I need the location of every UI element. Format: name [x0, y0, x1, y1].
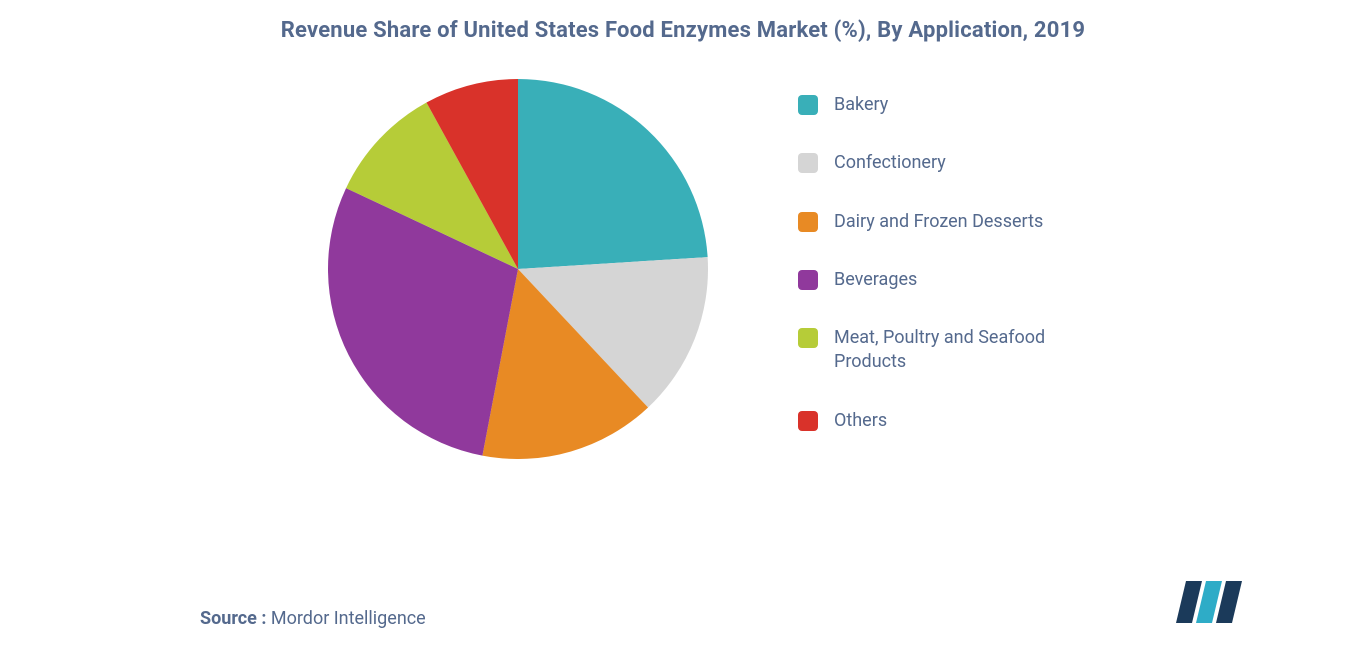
chart-title: Revenue Share of United States Food Enzy… [70, 18, 1296, 43]
chart-area: Bakery Confectionery Dairy and Frozen Dess… [70, 79, 1296, 581]
legend-swatch [798, 212, 818, 232]
legend-swatch [798, 328, 818, 348]
legend-label: Others [834, 409, 887, 433]
footer: Source : Mordor Intelligence [70, 581, 1296, 635]
brand-logo-svg [1176, 581, 1246, 623]
legend-swatch [798, 95, 818, 115]
legend-label: Dairy and Frozen Desserts [834, 210, 1043, 234]
legend-label: Confectionery [834, 151, 946, 175]
pie-svg [328, 79, 708, 459]
chart-container: Revenue Share of United States Food Enzy… [0, 0, 1366, 655]
legend-label: Bakery [834, 93, 888, 117]
legend-swatch [798, 153, 818, 173]
legend-item: Meat, Poultry and Seafood Products [798, 326, 1098, 375]
legend-label: Meat, Poultry and Seafood Products [834, 326, 1098, 375]
legend-item: Bakery [798, 93, 1098, 117]
legend-item: Dairy and Frozen Desserts [798, 210, 1098, 234]
legend-swatch [798, 270, 818, 290]
source-prefix: Source : [200, 608, 271, 629]
legend-item: Beverages [798, 268, 1098, 292]
source-line: Source : Mordor Intelligence [200, 608, 426, 629]
pie-chart [328, 79, 708, 463]
legend-item: Others [798, 409, 1098, 433]
pie-slice [518, 79, 708, 269]
legend: Bakery Confectionery Dairy and Frozen Dess… [798, 79, 1098, 433]
legend-item: Confectionery [798, 151, 1098, 175]
source-name: Mordor Intelligence [271, 608, 426, 629]
legend-label: Beverages [834, 268, 917, 292]
legend-swatch [798, 411, 818, 431]
brand-logo [1176, 581, 1286, 629]
